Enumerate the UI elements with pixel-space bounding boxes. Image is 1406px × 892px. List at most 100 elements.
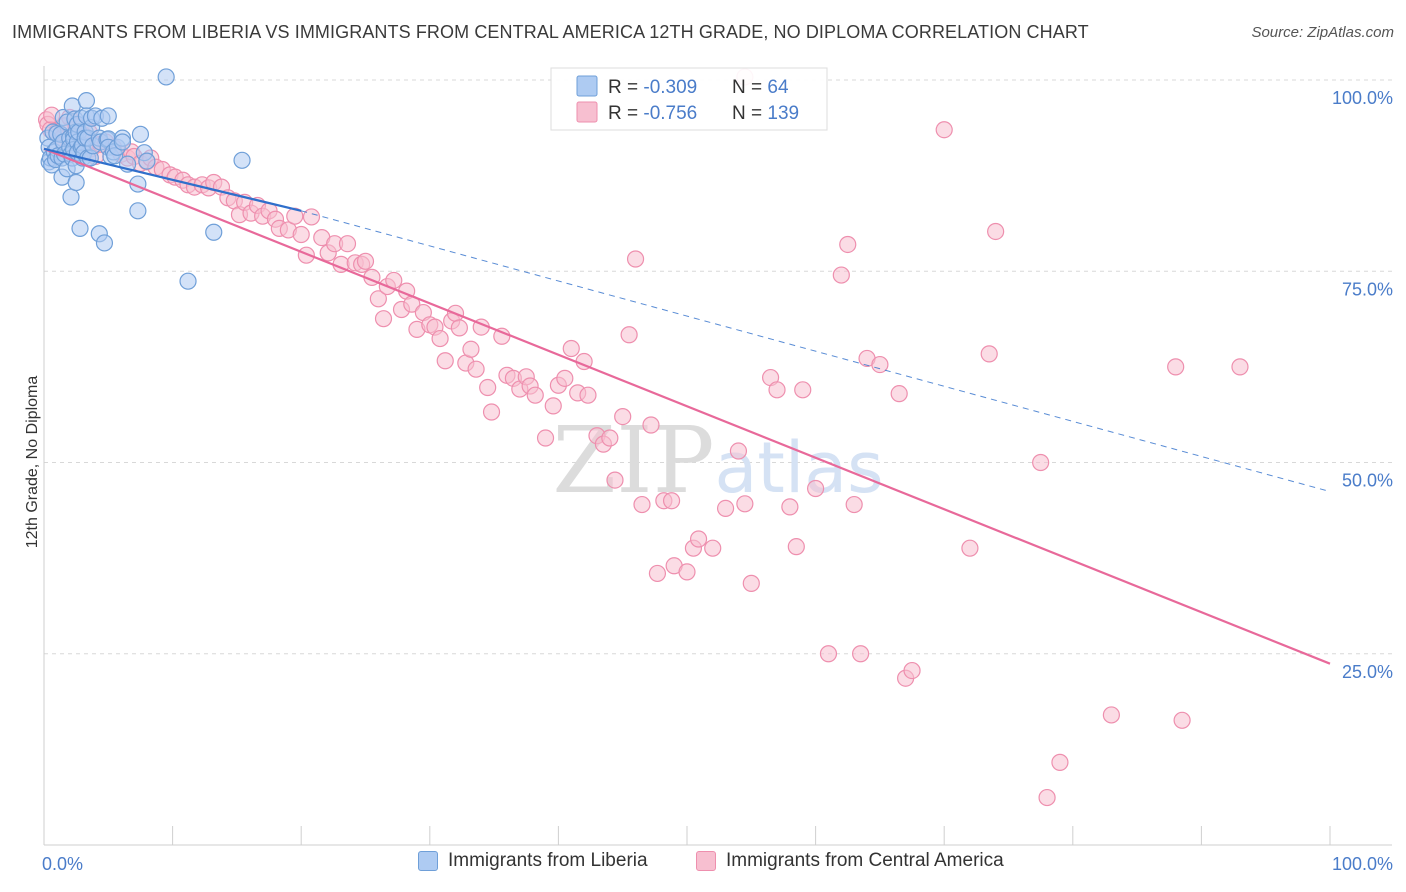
- central-america-point: [742, 574, 760, 592]
- central-america-point: [935, 121, 953, 139]
- central-america-point: [987, 222, 1005, 241]
- central-america-point: [839, 235, 857, 254]
- liberia-points: [39, 68, 251, 290]
- axes: 12th Grade, No Diploma: [24, 66, 1392, 846]
- x-tick-label-min: 0.0%: [42, 854, 83, 874]
- stats-legend: R = -0.309 N = 64 R = -0.756 N = 139: [550, 67, 828, 131]
- liberia-point: [233, 151, 251, 169]
- central-america-point: [662, 492, 681, 510]
- tick-labels: 100.0% 75.0% 50.0% 25.0% 0.0% 100.0%: [42, 88, 1393, 874]
- liberia-point: [71, 219, 89, 238]
- central-america-point: [356, 252, 375, 270]
- central-america-point: [369, 290, 387, 308]
- central-america-point: [852, 645, 870, 663]
- stats-n: N = 64: [732, 77, 789, 98]
- central-america-point: [601, 429, 619, 447]
- central-america-point: [819, 645, 838, 663]
- watermark: ZIPatlas: [552, 407, 883, 514]
- central-america-point: [768, 381, 786, 399]
- liberia-trend-line: [43, 147, 302, 212]
- central-america-point: [903, 661, 921, 680]
- central-america-point: [614, 408, 632, 426]
- central-america-point: [479, 378, 497, 397]
- central-america-point: [832, 266, 850, 284]
- central-america-point: [1167, 358, 1185, 376]
- liberia-point: [129, 202, 147, 220]
- stats-swatch: [576, 101, 598, 123]
- central-america-trend-line: [43, 147, 1331, 665]
- liberia-point: [95, 234, 114, 252]
- central-america-point: [579, 386, 597, 404]
- central-america-point: [806, 479, 825, 498]
- central-america-point: [704, 539, 722, 557]
- central-america-point: [606, 471, 624, 489]
- y-tick-label: 50.0%: [1342, 471, 1393, 491]
- central-america-point: [794, 381, 812, 399]
- liberia-point: [179, 272, 197, 290]
- central-america-point: [526, 386, 544, 404]
- central-america-point: [689, 530, 708, 548]
- legend-label-central-america: Immigrants from Central America: [726, 850, 1004, 871]
- central-america-point: [462, 340, 480, 358]
- central-america-point: [890, 385, 908, 403]
- legend-swatch-central-america: [696, 851, 716, 871]
- central-america-point: [620, 326, 638, 344]
- central-america-point: [450, 319, 468, 337]
- central-america-point: [787, 538, 805, 556]
- stats-row: R = -0.309: [608, 77, 697, 98]
- liberia-point: [113, 133, 132, 151]
- y-axis-label: 12th Grade, No Diploma: [24, 376, 41, 549]
- central-america-point: [556, 369, 574, 387]
- central-america-point: [302, 208, 321, 226]
- legend-swatch-liberia: [418, 851, 438, 871]
- liberia-point: [157, 68, 175, 86]
- central-america-point: [562, 339, 580, 358]
- y-tick-label: 25.0%: [1342, 662, 1393, 682]
- central-america-point: [1231, 358, 1249, 376]
- stats-row: R = -0.756: [608, 103, 697, 124]
- central-america-point: [642, 416, 660, 434]
- trend-lines: [43, 147, 1331, 665]
- central-america-point: [544, 397, 562, 415]
- central-america-point: [1173, 711, 1191, 729]
- legend-item-liberia[interactable]: Immigrants from Liberia: [418, 850, 648, 872]
- central-america-point: [467, 360, 485, 378]
- central-america-point: [374, 310, 393, 328]
- stats-swatch: [576, 75, 598, 97]
- chart-title: IMMIGRANTS FROM LIBERIA VS IMMIGRANTS FR…: [12, 22, 1089, 42]
- central-america-point: [626, 250, 645, 268]
- central-america-point: [1038, 788, 1056, 807]
- liberia-trend-line-dashed: [301, 210, 1331, 493]
- central-america-point: [1032, 453, 1050, 472]
- liberia-point: [205, 223, 223, 241]
- legend-item-central-america[interactable]: Immigrants from Central America: [696, 850, 1004, 872]
- central-america-point: [736, 495, 754, 513]
- liberia-point: [77, 92, 96, 110]
- central-america-point: [482, 403, 501, 421]
- central-america-point: [648, 564, 667, 583]
- central-america-point: [729, 442, 748, 460]
- central-america-point: [980, 345, 998, 363]
- liberia-point: [131, 125, 150, 143]
- central-america-point: [292, 225, 310, 244]
- y-tick-label: 100.0%: [1332, 88, 1393, 108]
- central-america-point: [781, 498, 799, 516]
- x-tick-label-max: 100.0%: [1332, 854, 1393, 874]
- central-america-point: [431, 329, 449, 348]
- source-credit: Source: ZipAtlas.com: [1251, 24, 1394, 41]
- legend-label-liberia: Immigrants from Liberia: [448, 850, 648, 871]
- liberia-point: [67, 173, 85, 192]
- stats-n: N = 139: [732, 103, 799, 124]
- central-america-point: [678, 563, 696, 581]
- bottom-legend: Immigrants from Liberia Immigrants from …: [0, 850, 1406, 880]
- liberia-point: [138, 152, 156, 170]
- central-america-point: [961, 539, 979, 557]
- central-america-point: [845, 495, 863, 514]
- central-america-point: [536, 429, 555, 447]
- central-america-point: [633, 495, 651, 514]
- central-america-point: [338, 235, 357, 253]
- central-america-point: [1051, 753, 1069, 771]
- central-america-point: [436, 352, 454, 370]
- y-tick-label: 75.0%: [1342, 279, 1393, 299]
